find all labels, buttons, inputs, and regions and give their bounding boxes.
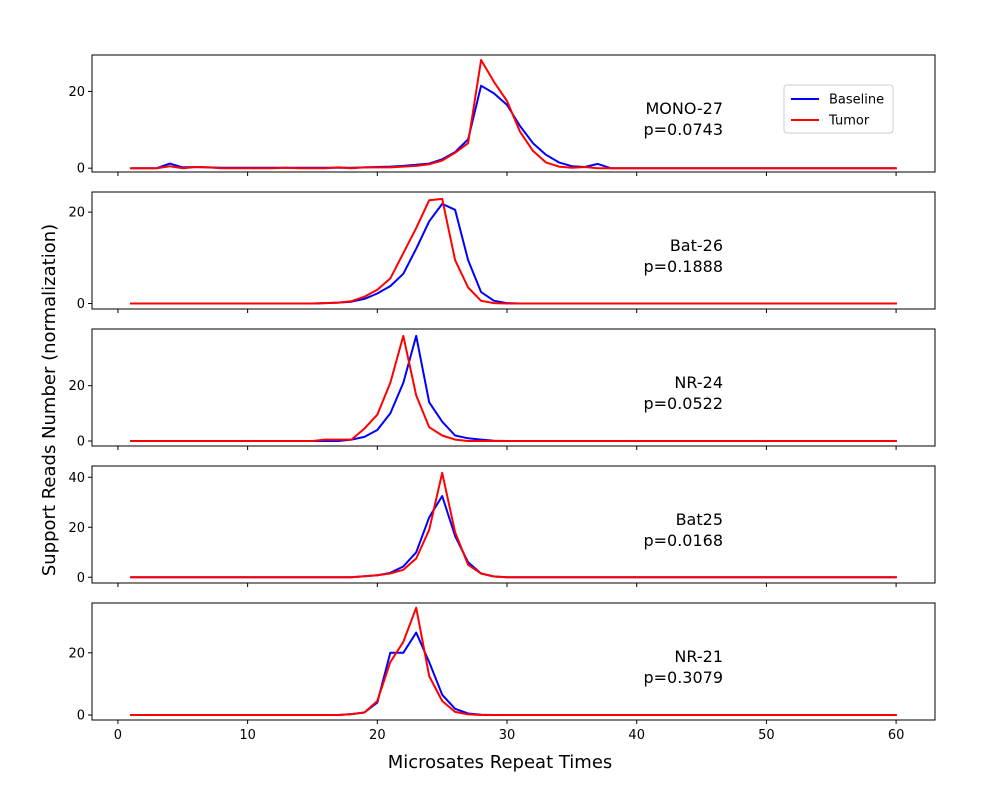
y-tick-label: 0 [77,571,85,586]
panel-mono-27: 0 20 MONO-27 p=0.0743 [68,54,936,177]
p-value-label: p=0.0743 [643,120,723,139]
y-tick-label: 20 [68,646,85,661]
y-tick-label: 20 [68,521,85,536]
x-tick-label: 40 [628,728,645,743]
panel-frame [91,465,936,584]
x-tick-label: 0 [114,728,122,743]
x-tick-label: 50 [758,728,775,743]
panels-layer: 0 20 MONO-27 p=0.0743 0 20 Bat-26 p=0.1888 0 20 NR… [68,54,936,743]
p-value-label: p=0.1888 [643,257,723,276]
y-tick-label: 0 [77,709,85,724]
x-tick-label: 30 [499,728,516,743]
series-line-baseline-nr-21 [129,631,898,716]
series-line-tumor-bat25 [129,471,898,579]
p-value-label: p=0.0522 [643,394,723,413]
series-line-tumor-mono-27 [129,59,898,170]
panel-frame [91,191,936,310]
y-tick-label: 20 [68,379,85,394]
panel-frame [91,54,936,173]
legend-label-baseline: Baseline [829,93,884,108]
series-line-baseline-nr-24 [129,334,898,442]
p-value-label: p=0.0168 [643,531,723,550]
panel-nr-24: 0 20 NR-24 p=0.0522 [68,328,936,450]
panel-name-label: NR-21 [674,647,723,666]
x-tick-label: 10 [239,728,256,743]
panel-frame [91,602,936,721]
y-tick-label: 20 [68,85,85,100]
series-line-baseline-bat-26 [129,202,898,305]
y-tick-label: 20 [68,206,85,221]
panel-name-label: NR-24 [674,373,723,392]
y-tick-label: 0 [77,162,85,177]
series-line-baseline-bat25 [129,495,898,579]
panel-name-label: MONO-27 [645,99,723,118]
x-tick-label: 20 [369,728,386,743]
panel-name-label: Bat25 [676,510,723,529]
panel-frame [91,328,936,447]
panel-bat-26: 0 20 Bat-26 p=0.1888 [68,191,936,313]
panel-nr-21: 0 20 0 10 20 30 40 50 60 NR-21 p=0.3079 [68,602,936,743]
series-line-baseline-mono-27 [129,84,898,170]
y-tick-label: 0 [77,435,85,450]
x-tick-label: 60 [888,728,905,743]
panel-bat25: 0 20 40 Bat25 p=0.0168 [68,465,936,587]
panel-name-label: Bat-26 [670,236,723,255]
series-line-tumor-nr-24 [129,334,898,442]
legend: Baseline Tumor [783,84,894,134]
series-line-tumor-bat-26 [129,197,898,305]
series-line-tumor-nr-21 [129,606,898,716]
y-axis-title: Support Reads Number (normalization) [39,224,60,576]
legend-label-tumor: Tumor [828,114,870,129]
y-tick-label: 0 [77,297,85,312]
x-axis-title: Microsates Repeat Times [388,752,613,773]
p-value-label: p=0.3079 [643,668,723,687]
y-tick-label: 40 [68,471,85,486]
